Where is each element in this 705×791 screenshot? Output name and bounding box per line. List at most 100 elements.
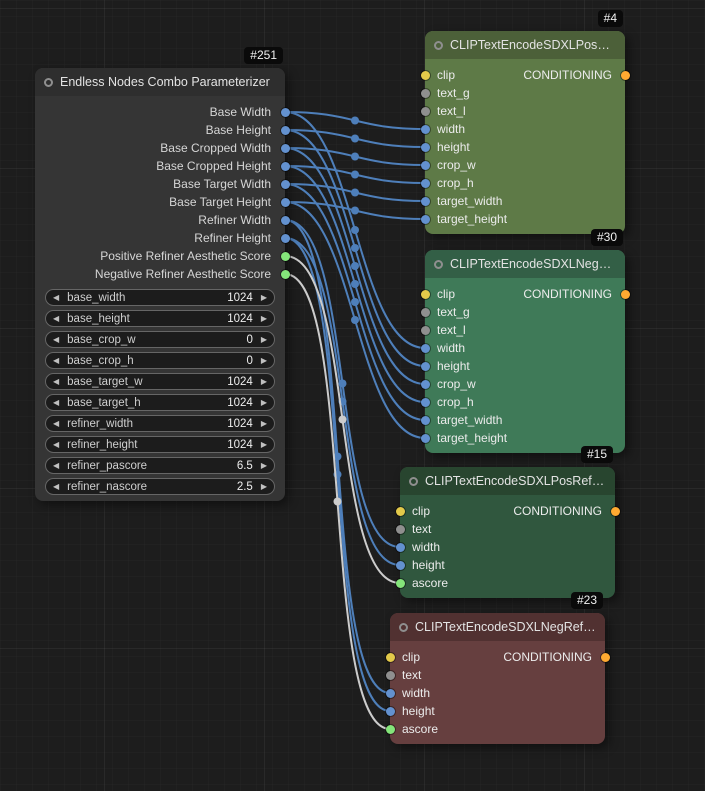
- link-midpoint-dot[interactable]: [333, 497, 342, 506]
- output-port[interactable]: [280, 251, 290, 261]
- output-port[interactable]: [280, 179, 290, 189]
- widget-refiner_width[interactable]: ◀ refiner_width 1024 ▶: [45, 415, 275, 432]
- output-port[interactable]: [610, 506, 620, 516]
- output-port[interactable]: [280, 269, 290, 279]
- collapse-dot-icon[interactable]: [399, 622, 408, 632]
- input-port[interactable]: [385, 724, 395, 734]
- node-param[interactable]: #251 Endless Nodes Combo Parameterizer Bas…: [35, 47, 290, 501]
- link-midpoint-dot[interactable]: [351, 188, 359, 197]
- link-midpoint-dot[interactable]: [351, 244, 359, 252]
- node-title-bar[interactable]: Endless Nodes Combo Parameterizer: [35, 68, 285, 96]
- input-port[interactable]: [395, 560, 405, 570]
- input-port[interactable]: [395, 506, 405, 516]
- input-port[interactable]: [420, 70, 430, 80]
- input-port[interactable]: [420, 142, 430, 152]
- node-posref[interactable]: #15 CLIPTextEncodeSDXLPosRefiner clip CONDI…: [395, 446, 620, 598]
- increment-arrow-icon[interactable]: ▶: [260, 397, 267, 407]
- collapse-dot-icon[interactable]: [44, 77, 53, 87]
- node-posbase[interactable]: #4 CLIPTextEncodeSDXLPosBase clip CONDITION…: [420, 10, 630, 234]
- widget-base_target_w[interactable]: ◀ base_target_w 1024 ▶: [45, 373, 275, 390]
- input-port[interactable]: [420, 106, 430, 116]
- widget-refiner_pascore[interactable]: ◀ refiner_pascore 6.5 ▶: [45, 457, 275, 474]
- link-midpoint-dot[interactable]: [351, 226, 359, 234]
- input-port[interactable]: [420, 88, 430, 98]
- input-port[interactable]: [395, 524, 405, 534]
- link-midpoint-dot[interactable]: [351, 298, 359, 306]
- node-title-bar[interactable]: CLIPTextEncodeSDXLNegRefiner: [390, 613, 605, 641]
- increment-arrow-icon[interactable]: ▶: [260, 460, 267, 470]
- input-port[interactable]: [420, 379, 430, 389]
- input-port[interactable]: [420, 361, 430, 371]
- link-midpoint-dot[interactable]: [338, 415, 347, 424]
- input-port[interactable]: [420, 397, 430, 407]
- output-port[interactable]: [280, 161, 290, 171]
- decrement-arrow-icon[interactable]: ◀: [53, 292, 60, 302]
- input-port[interactable]: [420, 343, 430, 353]
- increment-arrow-icon[interactable]: ▶: [260, 481, 267, 491]
- widget-base_crop_w[interactable]: ◀ base_crop_w 0 ▶: [45, 331, 275, 348]
- input-port[interactable]: [420, 289, 430, 299]
- node-title-bar[interactable]: CLIPTextEncodeSDXLPosBase: [425, 31, 625, 59]
- link-midpoint-dot[interactable]: [351, 170, 359, 179]
- widget-base_height[interactable]: ◀ base_height 1024 ▶: [45, 310, 275, 327]
- widget-refiner_nascore[interactable]: ◀ refiner_nascore 2.5 ▶: [45, 478, 275, 495]
- node-title-bar[interactable]: CLIPTextEncodeSDXLNegBase: [425, 250, 625, 278]
- increment-arrow-icon[interactable]: ▶: [260, 355, 267, 365]
- output-port[interactable]: [280, 125, 290, 135]
- output-port[interactable]: [280, 215, 290, 225]
- link-midpoint-dot[interactable]: [351, 134, 359, 143]
- input-port[interactable]: [420, 160, 430, 170]
- increment-arrow-icon[interactable]: ▶: [260, 334, 267, 344]
- collapse-dot-icon[interactable]: [409, 476, 418, 486]
- output-port[interactable]: [280, 107, 290, 117]
- output-port[interactable]: [280, 197, 290, 207]
- input-port[interactable]: [385, 688, 395, 698]
- input-port[interactable]: [385, 706, 395, 716]
- node-title-bar[interactable]: CLIPTextEncodeSDXLPosRefiner: [400, 467, 615, 495]
- link-midpoint-dot[interactable]: [351, 262, 359, 270]
- output-port[interactable]: [620, 289, 630, 299]
- link-midpoint-dot[interactable]: [351, 280, 359, 288]
- link-midpoint-dot[interactable]: [351, 116, 359, 125]
- decrement-arrow-icon[interactable]: ◀: [53, 397, 60, 407]
- increment-arrow-icon[interactable]: ▶: [260, 439, 267, 449]
- input-port[interactable]: [385, 670, 395, 680]
- collapse-dot-icon[interactable]: [434, 259, 443, 269]
- output-port[interactable]: [280, 233, 290, 243]
- link-midpoint-dot[interactable]: [351, 152, 359, 161]
- increment-arrow-icon[interactable]: ▶: [260, 292, 267, 302]
- decrement-arrow-icon[interactable]: ◀: [53, 439, 60, 449]
- decrement-arrow-icon[interactable]: ◀: [53, 460, 60, 470]
- input-port[interactable]: [420, 433, 430, 443]
- link-midpoint-dot[interactable]: [351, 316, 359, 324]
- increment-arrow-icon[interactable]: ▶: [260, 418, 267, 428]
- node-negbase[interactable]: #30 CLIPTextEncodeSDXLNegBase clip CONDITIO…: [420, 229, 630, 453]
- input-port[interactable]: [420, 307, 430, 317]
- input-port[interactable]: [420, 415, 430, 425]
- decrement-arrow-icon[interactable]: ◀: [53, 355, 60, 365]
- input-port[interactable]: [420, 124, 430, 134]
- collapse-dot-icon[interactable]: [434, 40, 443, 50]
- increment-arrow-icon[interactable]: ▶: [260, 313, 267, 323]
- input-port[interactable]: [385, 652, 395, 662]
- decrement-arrow-icon[interactable]: ◀: [53, 313, 60, 323]
- widget-refiner_height[interactable]: ◀ refiner_height 1024 ▶: [45, 436, 275, 453]
- link-midpoint-dot[interactable]: [351, 206, 359, 215]
- node-negref[interactable]: #23 CLIPTextEncodeSDXLNegRefiner clip CONDI…: [385, 592, 610, 744]
- input-port[interactable]: [395, 578, 405, 588]
- output-port[interactable]: [600, 652, 610, 662]
- input-port[interactable]: [420, 196, 430, 206]
- increment-arrow-icon[interactable]: ▶: [260, 376, 267, 386]
- decrement-arrow-icon[interactable]: ◀: [53, 418, 60, 428]
- decrement-arrow-icon[interactable]: ◀: [53, 481, 60, 491]
- output-port[interactable]: [620, 70, 630, 80]
- decrement-arrow-icon[interactable]: ◀: [53, 334, 60, 344]
- widget-base_target_h[interactable]: ◀ base_target_h 1024 ▶: [45, 394, 275, 411]
- input-port[interactable]: [395, 542, 405, 552]
- widget-base_width[interactable]: ◀ base_width 1024 ▶: [45, 289, 275, 306]
- output-port[interactable]: [280, 143, 290, 153]
- input-port[interactable]: [420, 214, 430, 224]
- decrement-arrow-icon[interactable]: ◀: [53, 376, 60, 386]
- input-port[interactable]: [420, 178, 430, 188]
